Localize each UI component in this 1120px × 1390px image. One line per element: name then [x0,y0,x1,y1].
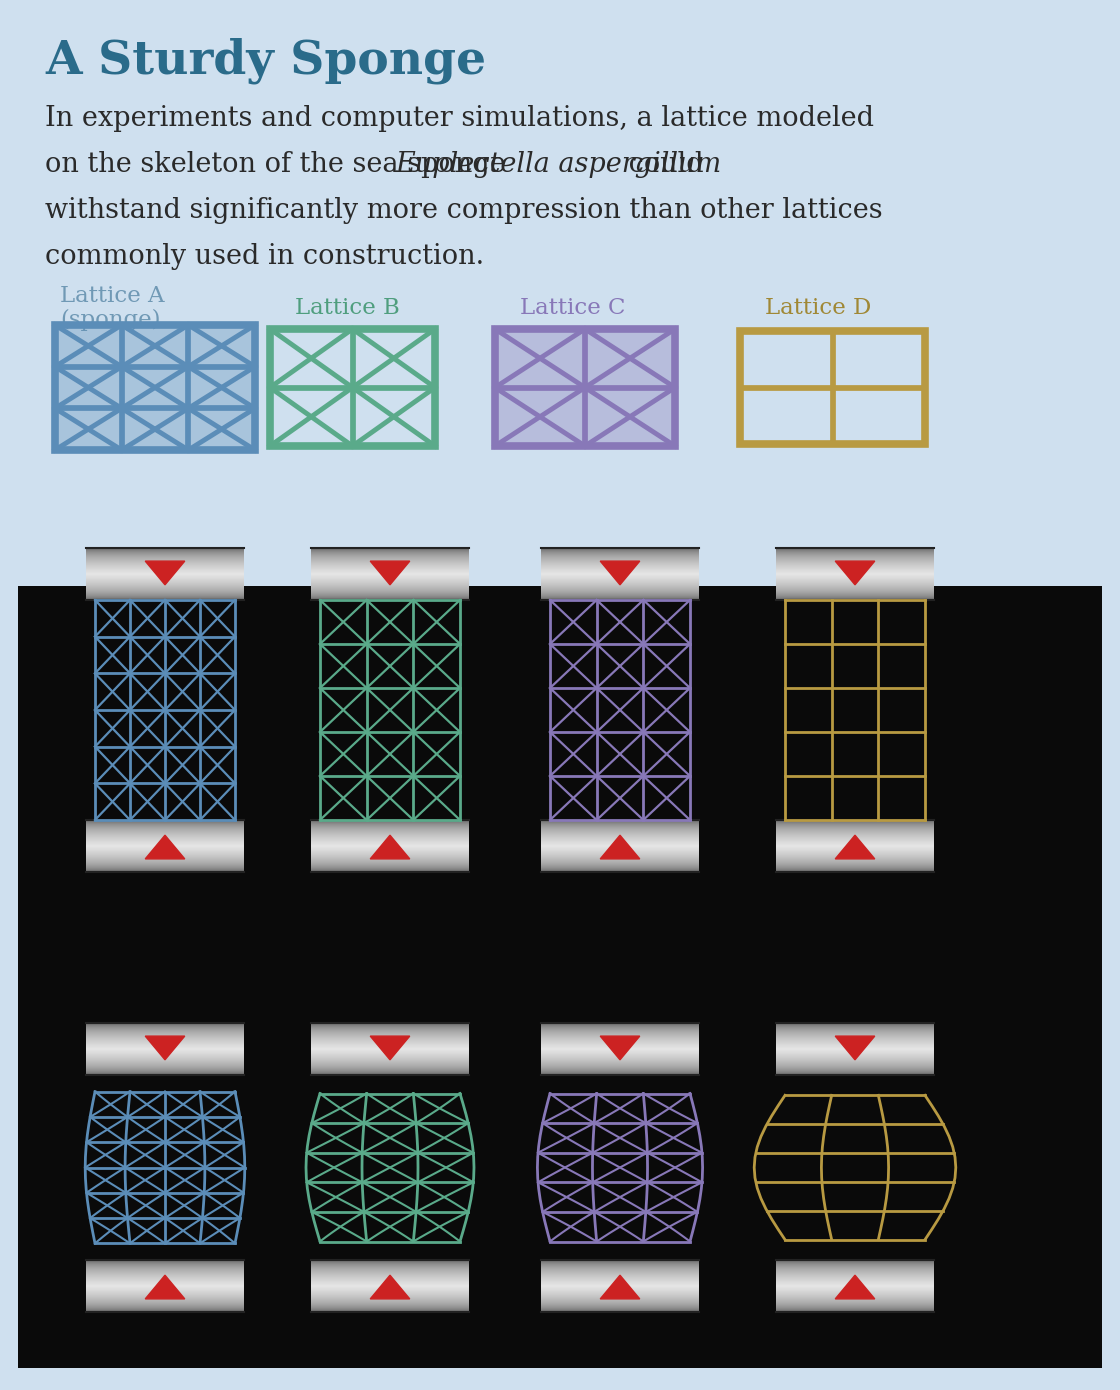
Polygon shape [146,835,185,859]
Text: on the skeleton of the sea sponge: on the skeleton of the sea sponge [45,152,514,178]
Polygon shape [836,1275,875,1298]
Polygon shape [146,562,185,585]
Text: Lattice B: Lattice B [295,297,400,318]
Bar [740,331,925,443]
Polygon shape [371,1036,410,1059]
Text: could: could [620,152,703,178]
Polygon shape [371,1275,410,1298]
Polygon shape [600,1036,640,1059]
Bar [495,329,675,446]
Bar [18,587,1102,1368]
Bar [55,325,255,450]
Polygon shape [600,835,640,859]
Polygon shape [836,835,875,859]
Polygon shape [600,562,640,585]
Text: In experiments and computer simulations, a lattice modeled: In experiments and computer simulations,… [45,106,874,132]
Polygon shape [146,1275,185,1298]
Text: A Sturdy Sponge: A Sturdy Sponge [45,38,486,85]
Polygon shape [371,562,410,585]
Text: withstand significantly more compression than other lattices: withstand significantly more compression… [45,197,883,224]
Text: Euplectella aspergillum: Euplectella aspergillum [395,152,721,178]
Text: Lattice A: Lattice A [60,285,165,307]
Polygon shape [836,1036,875,1059]
Text: commonly used in construction.: commonly used in construction. [45,243,484,270]
Text: Lattice D: Lattice D [765,297,871,318]
Polygon shape [146,1036,185,1059]
Polygon shape [836,562,875,585]
Text: Lattice C: Lattice C [520,297,625,318]
Bar [270,329,435,446]
Text: (sponge): (sponge) [60,309,160,331]
Polygon shape [371,835,410,859]
Polygon shape [600,1275,640,1298]
